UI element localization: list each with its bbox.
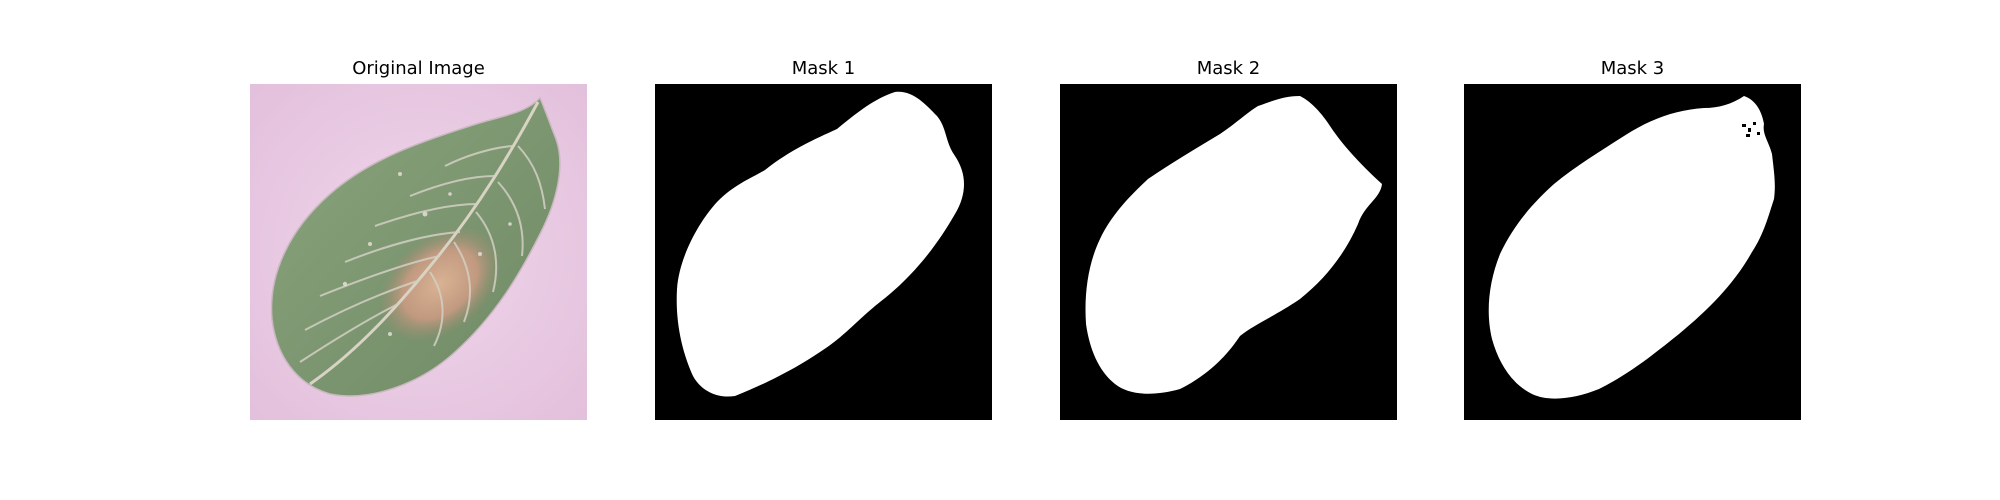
mask-speckles (1742, 122, 1760, 137)
panel-mask-2: Mask 2 (1060, 54, 1397, 420)
panel-title: Mask 2 (1196, 58, 1261, 79)
mask-foreground (676, 91, 964, 397)
panel-title: Mask 1 (791, 58, 856, 79)
leaf-veins (299, 145, 546, 363)
mask-2-image (1060, 84, 1397, 420)
panel-title: Mask 3 (1600, 58, 1665, 79)
panel-mask-1: Mask 1 (655, 54, 992, 420)
mask-foreground (1488, 96, 1775, 399)
mask-3-image (1464, 84, 1801, 420)
mask-1-image (655, 84, 992, 420)
leaf-lesion (378, 225, 502, 343)
panel-original-image: Original Image (250, 54, 587, 420)
mask-foreground (1085, 96, 1382, 394)
leaf-midrib (309, 101, 540, 386)
leaf-speckles (342, 172, 512, 336)
leaf-photo (250, 84, 587, 420)
panel-mask-3: Mask 3 (1464, 54, 1801, 420)
panel-title: Original Image (352, 58, 485, 79)
